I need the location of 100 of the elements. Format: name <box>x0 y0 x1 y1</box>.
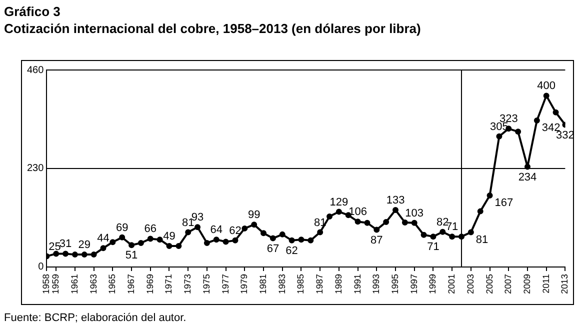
point <box>317 229 324 236</box>
point <box>204 240 210 246</box>
data-label: 93 <box>191 212 204 224</box>
point <box>270 235 276 242</box>
x-tick-label: 1973 <box>182 274 193 294</box>
point <box>458 234 464 240</box>
x-tick-label: 1999 <box>428 274 438 294</box>
point <box>392 207 399 214</box>
point <box>477 208 484 214</box>
point <box>81 252 88 258</box>
x-tick-label: 1987 <box>314 274 325 294</box>
data-label: 67 <box>266 242 280 255</box>
point <box>72 252 78 258</box>
data-label: 103 <box>405 207 424 220</box>
data-label: 69 <box>116 222 128 234</box>
x-tick-label: 1963 <box>88 274 98 294</box>
point <box>119 234 126 240</box>
point <box>420 232 427 238</box>
point <box>374 226 380 233</box>
x-tick-label: 1958 <box>41 274 52 294</box>
point <box>128 242 135 248</box>
point <box>53 250 60 257</box>
x-tick-label: 1969 <box>144 274 155 294</box>
point <box>279 231 286 238</box>
y-tick-label: 0 <box>38 262 44 273</box>
point <box>440 228 446 235</box>
point <box>194 224 201 230</box>
x-tick-label: 1959 <box>50 274 61 294</box>
x-tick-label: 1981 <box>258 274 268 294</box>
y-tick-label: 230 <box>26 163 44 174</box>
point <box>185 229 192 236</box>
x-tick-label: 1993 <box>371 274 382 294</box>
x-tick-label: 1961 <box>69 274 80 294</box>
x-tick-label: 1995 <box>390 274 400 294</box>
data-label: 62 <box>229 224 242 237</box>
data-label: 44 <box>97 232 110 245</box>
chart-subtitle: Cotización internacional del cobre, 1958–2013 (en dólares por libra) <box>4 21 421 36</box>
x-tick-label: 2007 <box>503 274 514 294</box>
data-label: 66 <box>144 223 157 236</box>
data-label: 82 <box>436 216 449 228</box>
data-label: 81 <box>476 234 488 246</box>
x-tick-label: 1979 <box>239 274 250 294</box>
point <box>326 213 333 220</box>
x-tick-label: 1977 <box>220 274 230 294</box>
x-tick-label: 2003 <box>465 274 476 294</box>
data-label: 64 <box>210 224 223 236</box>
x-tick-label: 1965 <box>107 274 118 294</box>
data-label: 400 <box>537 80 556 92</box>
point <box>364 220 370 226</box>
x-tick-label: 2009 <box>522 274 532 294</box>
point <box>147 236 154 242</box>
point <box>308 237 314 244</box>
data-label: 129 <box>330 196 348 208</box>
point <box>534 118 540 124</box>
x-tick-label: 2005 <box>484 274 494 294</box>
point <box>156 236 163 243</box>
point <box>222 238 229 245</box>
data-label: 106 <box>348 206 367 218</box>
point <box>90 252 97 258</box>
data-label: 51 <box>125 250 138 262</box>
data-label: 29 <box>78 239 91 252</box>
x-tick-label: 2013 <box>560 274 570 294</box>
point <box>449 234 456 240</box>
x-tick-label: 1991 <box>352 274 362 294</box>
x-tick-label: 1997 <box>408 274 419 294</box>
point <box>213 236 220 243</box>
point <box>62 250 69 257</box>
data-label: 25 <box>48 240 61 253</box>
point <box>543 92 550 99</box>
point <box>336 208 342 215</box>
data-label: 234 <box>518 171 537 184</box>
point <box>260 230 267 236</box>
data-label: 62 <box>286 244 298 257</box>
point <box>402 219 408 226</box>
point <box>251 222 258 228</box>
point <box>515 128 522 135</box>
x-tick-label: 1975 <box>201 274 212 294</box>
x-tick-label: 2011 <box>540 274 551 294</box>
point <box>552 109 559 116</box>
data-label: 167 <box>494 197 514 209</box>
point <box>411 220 418 226</box>
point <box>486 192 493 198</box>
point <box>242 225 248 232</box>
point <box>138 240 144 246</box>
x-tick-label: 1983 <box>276 274 287 294</box>
y-tick-label: 460 <box>26 64 44 76</box>
point <box>176 242 182 249</box>
x-tick-label: 1985 <box>296 274 306 294</box>
point <box>298 236 304 243</box>
point <box>110 239 116 246</box>
x-tick-label: 1971 <box>164 274 174 294</box>
point <box>468 229 474 236</box>
data-label: 99 <box>248 209 260 222</box>
point <box>232 237 238 244</box>
chart-title: Gráfico 3 <box>4 4 60 19</box>
data-label: 31 <box>59 238 72 250</box>
point <box>166 242 172 249</box>
point <box>288 237 295 244</box>
data-label: 49 <box>163 230 176 243</box>
data-label: 87 <box>370 234 383 246</box>
